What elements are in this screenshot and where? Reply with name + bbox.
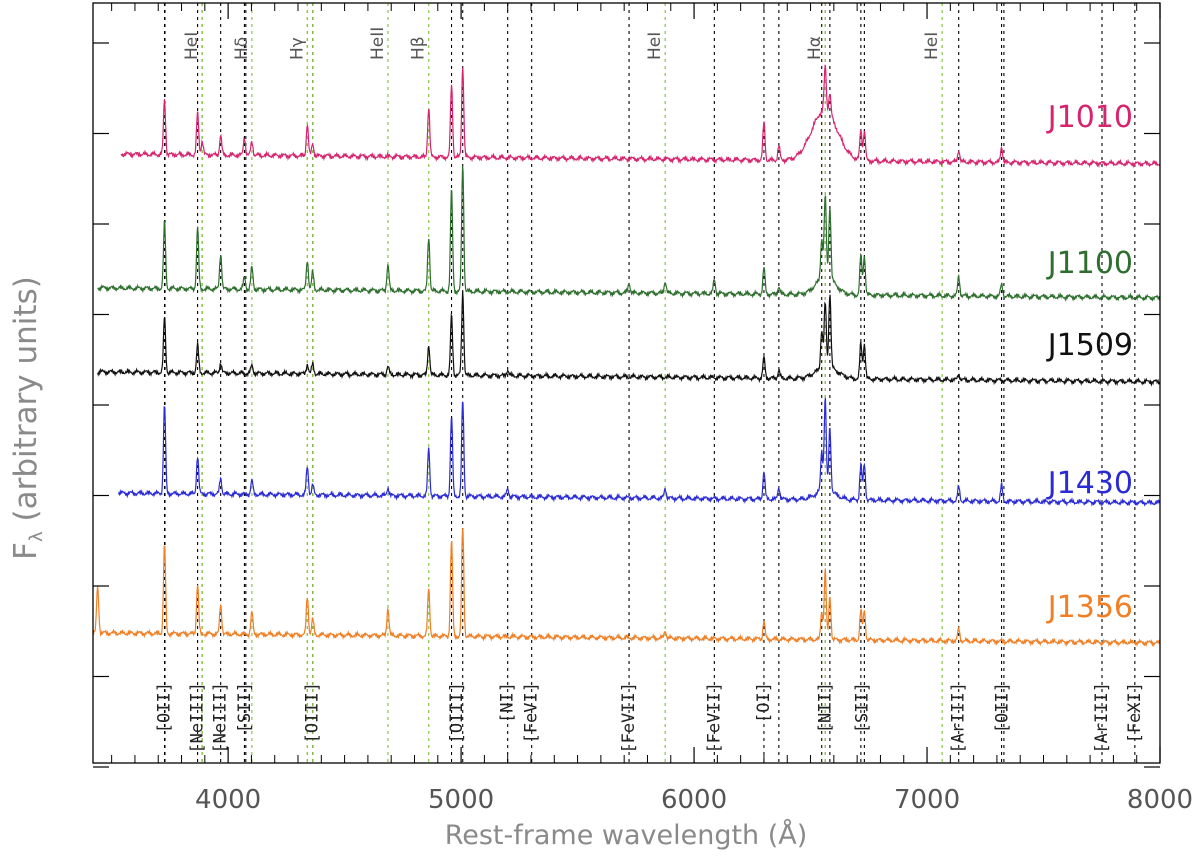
y-axis-label-main: F xyxy=(8,542,44,560)
permitted-line-labels: HeI Hδ Hγ HeII Hβ HeI Hα HeI xyxy=(182,27,942,60)
label-fevii: [FeVII] xyxy=(704,682,724,754)
label-oiii: [OIII] xyxy=(303,682,323,743)
label-hei: HeI xyxy=(182,32,202,60)
label-oiii: [OIII] xyxy=(447,682,467,743)
series-label-j1010: J1010 xyxy=(1046,100,1133,135)
label-ariii: [ArIII] xyxy=(949,682,969,754)
label-neiii: [NeIII] xyxy=(188,682,208,754)
x-tick-label: 4000 xyxy=(195,785,261,815)
x-tick-label: 7000 xyxy=(894,785,960,815)
series-label-j1509: J1509 xyxy=(1046,328,1133,363)
label-sii: [SII] xyxy=(852,682,872,733)
label-hei: HeI xyxy=(645,32,665,60)
axis-ticks: 4000 5000 6000 7000 8000 xyxy=(93,3,1193,815)
series-label-j1430: J1430 xyxy=(1046,466,1133,501)
series-label-j1356: J1356 xyxy=(1046,590,1133,625)
label-h: Hδ xyxy=(232,37,252,60)
spectrum-j1430 xyxy=(118,397,1161,508)
label-hei: HeI xyxy=(922,32,942,60)
forbidden-line-labels: [OII] [NeIII] [NeIII] [SII] [OIII] [OIII] [NI]… xyxy=(155,682,1145,754)
label-fevi: [FeVI] xyxy=(522,682,542,743)
label-oii: [OII] xyxy=(993,682,1013,733)
x-tick-label: 8000 xyxy=(1127,785,1193,815)
spectrum-j1010 xyxy=(120,64,1161,169)
x-tick-label: 5000 xyxy=(428,785,494,815)
label-sii: [SII] xyxy=(235,682,255,733)
reference-lines xyxy=(163,3,1136,763)
x-tick-label: 6000 xyxy=(661,785,727,815)
series-label-j1100: J1100 xyxy=(1046,246,1133,281)
label-h: Hα xyxy=(805,36,825,60)
y-axis-label-units: (arbitrary units) xyxy=(8,276,44,531)
label-neiii: [NeIII] xyxy=(211,682,231,754)
spectrum-j1100 xyxy=(97,165,1161,302)
label-heii: HeII xyxy=(368,27,388,60)
y-axis-label-subscript: λ xyxy=(26,531,47,542)
label-oi: [OI] xyxy=(754,682,774,723)
label-h: Hγ xyxy=(287,37,307,60)
spectrum-j1509 xyxy=(97,291,1161,387)
spectra-series xyxy=(92,64,1161,648)
spectrum-j1356 xyxy=(92,528,1161,648)
label-h: Hβ xyxy=(409,36,429,60)
series-labels: J1010 J1100 J1509 J1430 J1356 xyxy=(1046,100,1133,625)
plot-frame xyxy=(92,2,1161,764)
x-axis-label: Rest-frame wavelength (Å) xyxy=(445,819,808,851)
label-oii: [OII] xyxy=(155,682,175,733)
label-fevii: [FeVII] xyxy=(619,682,639,754)
label-ariii: [ArIII] xyxy=(1092,682,1112,754)
label-fexi: [FeXI] xyxy=(1125,682,1145,743)
label-nii: [NII] xyxy=(816,682,836,733)
y-axis-label: Fλ (arbitrary units) xyxy=(8,276,47,560)
label-ni: [NI] xyxy=(498,682,518,723)
